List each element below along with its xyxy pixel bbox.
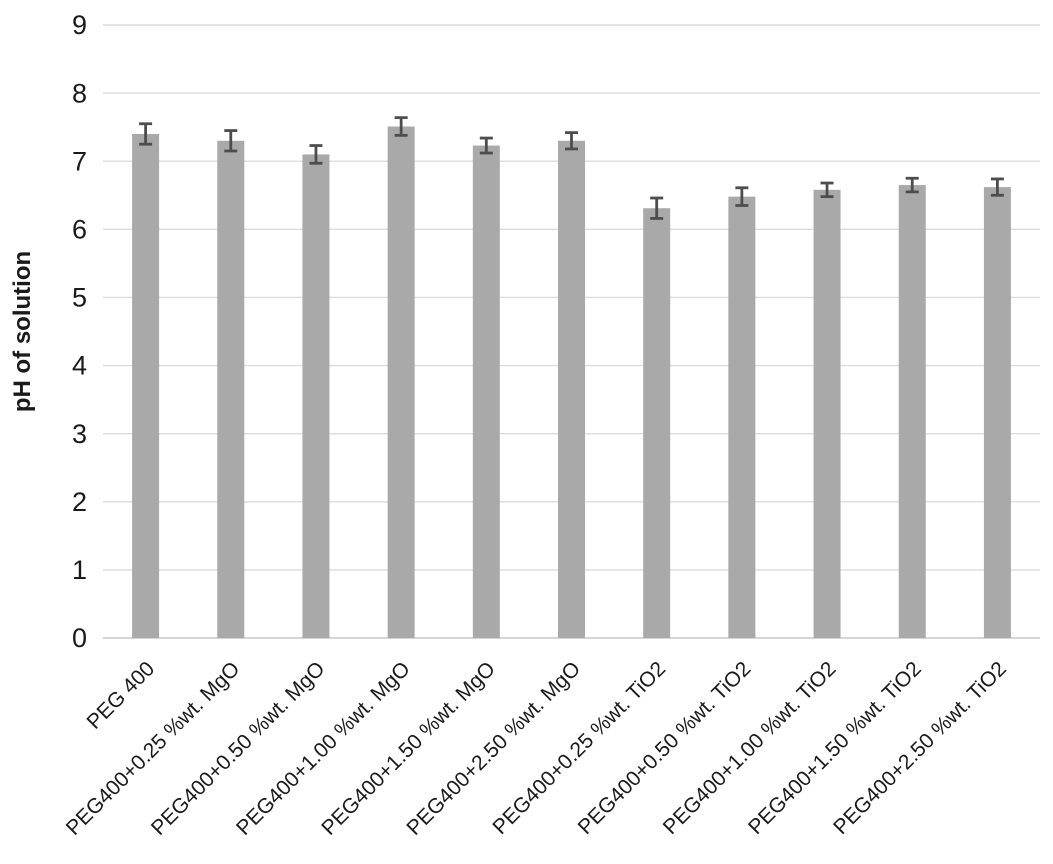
bar <box>983 187 1011 639</box>
y-tick-label: 5 <box>72 283 87 313</box>
bar <box>813 189 841 638</box>
error-bar <box>394 116 408 137</box>
error-bar <box>309 144 323 165</box>
y-tick-label: 2 <box>72 487 87 517</box>
error-bar <box>479 136 493 155</box>
x-category-label: PEG400+1.50 %wt. TiO2 <box>744 657 926 839</box>
y-tick-label: 9 <box>72 10 87 40</box>
bar <box>132 133 160 638</box>
bar <box>643 208 671 639</box>
error-bar <box>735 186 749 207</box>
x-category-label: PEG400+0.50 %wt. MgO <box>147 657 330 840</box>
x-category-label: PEG400+2.50 %wt. MgO <box>402 657 585 840</box>
y-tick-label: 1 <box>72 555 87 585</box>
bar <box>558 140 585 639</box>
y-axis-title: pH of solution <box>9 251 36 412</box>
y-tick-label: 4 <box>72 351 87 381</box>
y-tick-label: 3 <box>72 419 87 449</box>
error-bar <box>905 176 919 194</box>
x-category-label: PEG400+1.00 %wt. MgO <box>232 657 415 840</box>
error-bar <box>565 131 578 151</box>
error-bar <box>139 122 153 146</box>
bar <box>387 126 415 638</box>
error-bar <box>820 181 834 199</box>
y-tick-label: 7 <box>72 146 87 176</box>
x-category-label: PEG400+1.00 %wt. TiO2 <box>659 657 841 839</box>
x-category-label: PEG400+0.25 %wt. MgO <box>62 657 245 840</box>
x-category-label: PEG400+0.25 %wt. TiO2 <box>488 657 670 839</box>
error-bar <box>990 177 1004 197</box>
x-category-label: PEG400+2.50 %wt. TiO2 <box>829 657 1011 839</box>
x-category-label: PEG400+0.50 %wt. TiO2 <box>574 657 756 839</box>
y-tick-label: 0 <box>72 623 87 653</box>
x-category-label: PEG 400 <box>83 657 160 734</box>
bar <box>217 140 245 639</box>
bar <box>728 196 756 638</box>
x-category-label: PEG400+1.50 %wt. MgO <box>317 657 500 840</box>
bar <box>472 145 500 638</box>
error-bar <box>650 196 664 220</box>
bar <box>898 185 926 639</box>
error-bar <box>224 129 238 153</box>
y-tick-label: 8 <box>72 78 87 108</box>
bar <box>302 154 330 638</box>
y-tick-label: 6 <box>72 215 87 245</box>
